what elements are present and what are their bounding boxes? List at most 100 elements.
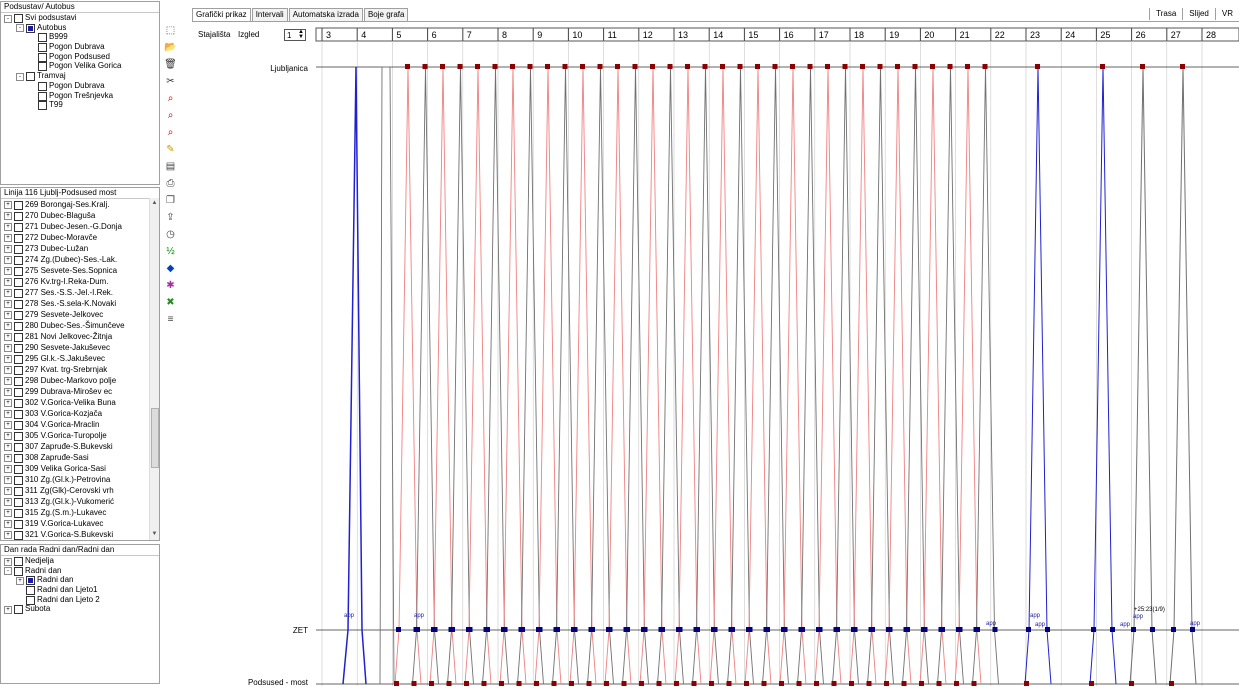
expand-icon[interactable]: +	[4, 520, 12, 528]
list-item[interactable]: +295 Gl.k.-S.Jakuševec	[1, 353, 159, 364]
line-checkbox[interactable]	[14, 310, 23, 320]
expand-icon[interactable]: +	[4, 278, 12, 286]
line-checkbox[interactable]	[14, 255, 23, 265]
line-checkbox[interactable]	[14, 530, 23, 540]
tree-checkbox[interactable]	[38, 91, 47, 101]
expand-icon[interactable]: +	[4, 454, 12, 462]
open-icon[interactable]: 📂	[164, 42, 177, 53]
expand-icon[interactable]: +	[4, 605, 12, 614]
expand-icon[interactable]: +	[4, 245, 12, 253]
expand-icon[interactable]: +	[4, 487, 12, 495]
tree-node[interactable]: B999	[1, 32, 159, 43]
expand-icon[interactable]: +	[4, 399, 12, 407]
expand-icon[interactable]: +	[4, 300, 12, 308]
line-checkbox[interactable]	[14, 343, 23, 353]
expand-icon[interactable]: +	[4, 531, 12, 539]
tree-node[interactable]: + Nedjelja	[1, 556, 159, 566]
clock-icon[interactable]: ◷	[166, 229, 175, 240]
expand-icon[interactable]: +	[4, 432, 12, 440]
list-item[interactable]: +297 Kvat. trg-Srebrnjak	[1, 364, 159, 375]
delete-icon[interactable]: 🗑	[164, 59, 177, 70]
line-checkbox[interactable]	[14, 365, 23, 375]
expand-icon[interactable]: +	[4, 322, 12, 330]
list-item[interactable]: +309 Velika Gorica-Sasi	[1, 463, 159, 474]
print-icon[interactable]: ⎙	[166, 178, 175, 189]
numbering-icon[interactable]: ½	[166, 246, 175, 257]
tree-node[interactable]: Radni dan Ljeto 2	[1, 595, 159, 605]
tree-checkbox[interactable]	[26, 586, 35, 596]
expand-icon[interactable]: +	[4, 223, 12, 231]
find-icon[interactable]: ⌕	[167, 93, 174, 104]
list-item[interactable]: +313 Zg.(Gl.k.)-Vukomerić	[1, 496, 159, 507]
line-checkbox[interactable]	[14, 222, 23, 232]
find-prev-icon[interactable]: ⌕	[167, 127, 174, 138]
layout-spinner[interactable]: 1 ▲ ▼	[284, 29, 306, 41]
list-item[interactable]: +272 Dubec-Moravče	[1, 232, 159, 243]
expand-icon[interactable]: +	[4, 289, 12, 297]
collapse-icon[interactable]: -	[4, 567, 12, 576]
expand-icon[interactable]: +	[4, 267, 12, 275]
list-item[interactable]: +270 Dubec-Blaguša	[1, 210, 159, 221]
expand-icon[interactable]: +	[4, 410, 12, 418]
expand-icon[interactable]: +	[4, 201, 12, 209]
expand-icon[interactable]: +	[4, 234, 12, 242]
line-checkbox[interactable]	[14, 453, 23, 463]
tree-checkbox[interactable]	[26, 595, 35, 605]
line-checkbox[interactable]	[14, 211, 23, 221]
tree-node[interactable]: - Tramvaj	[1, 71, 159, 82]
line-checkbox[interactable]	[14, 387, 23, 397]
line-checkbox[interactable]	[14, 332, 23, 342]
tree-node[interactable]: Pogon Dubrava	[1, 81, 159, 91]
line-checkbox[interactable]	[14, 244, 23, 254]
expand-icon[interactable]: +	[4, 333, 12, 341]
tree-checkbox[interactable]	[14, 557, 23, 566]
list-item[interactable]: +321 V.Gorica-S.Bukevski	[1, 529, 159, 540]
expand-icon[interactable]: +	[4, 366, 12, 374]
line-checkbox[interactable]	[14, 266, 23, 276]
expand-icon[interactable]: +	[4, 509, 12, 517]
scroll-down-icon[interactable]: ▼	[151, 531, 158, 537]
line-checkbox[interactable]	[14, 486, 23, 496]
expand-icon[interactable]: +	[4, 355, 12, 363]
tag-icon[interactable]: ◆	[166, 263, 175, 274]
new-icon[interactable]: ⬚	[165, 25, 176, 36]
expand-icon[interactable]: +	[4, 421, 12, 429]
line-checkbox[interactable]	[14, 354, 23, 364]
list-item[interactable]: +280 Dubec-Ses.-Šimunčeve	[1, 320, 159, 331]
tree-node[interactable]: - Autobus	[1, 23, 159, 33]
expand-icon[interactable]: +	[16, 576, 24, 585]
tree-node[interactable]: Radni dan Ljeto1	[1, 585, 159, 596]
line-checkbox[interactable]	[14, 233, 23, 243]
cut-icon[interactable]: ✂	[166, 76, 175, 87]
list-item[interactable]: +319 V.Gorica-Lukavec	[1, 518, 159, 529]
tree-node[interactable]: Pogon Podsused	[1, 52, 159, 62]
tree-node[interactable]: Pogon Dubrava	[1, 42, 159, 53]
list-item[interactable]: +281 Novi Jelkovec-Žitnja	[1, 331, 159, 342]
line-checkbox[interactable]	[14, 398, 23, 408]
expand-icon[interactable]: +	[4, 476, 12, 484]
scroll-up-icon[interactable]: ▲	[151, 200, 158, 206]
list-item[interactable]: +279 Sesvete-Jelkovec	[1, 309, 159, 320]
tree-checkbox[interactable]	[26, 72, 35, 82]
tree-checkbox[interactable]	[26, 23, 35, 33]
line-checkbox[interactable]	[14, 442, 23, 452]
list-item[interactable]: +304 V.Gorica-Mraclin	[1, 419, 159, 430]
edit-icon[interactable]: ✎	[166, 144, 175, 155]
spinner-arrows-icon[interactable]: ▲ ▼	[298, 29, 304, 40]
collapse-icon[interactable]: -	[16, 24, 24, 33]
tab-1[interactable]: Intervali	[251, 8, 288, 21]
tab-2[interactable]: Automatska izrada	[288, 8, 363, 21]
expand-icon[interactable]: +	[4, 344, 12, 352]
line-checkbox[interactable]	[14, 288, 23, 298]
expand-icon[interactable]: +	[4, 498, 12, 506]
line-checkbox[interactable]	[14, 277, 23, 287]
collapse-icon[interactable]: -	[4, 14, 12, 23]
list-item[interactable]: +315 Zg.(S.m.)-Lukavec	[1, 507, 159, 518]
expand-icon[interactable]: +	[4, 212, 12, 220]
list-item[interactable]: +271 Dubec-Jesen.-G.Donja	[1, 221, 159, 232]
tree-checkbox[interactable]	[14, 566, 23, 576]
tree-checkbox[interactable]	[14, 14, 23, 23]
list-item[interactable]: +275 Sesvete-Ses.Sopnica	[1, 265, 159, 276]
list-item[interactable]: +290 Sesvete-Jakuševec	[1, 342, 159, 353]
